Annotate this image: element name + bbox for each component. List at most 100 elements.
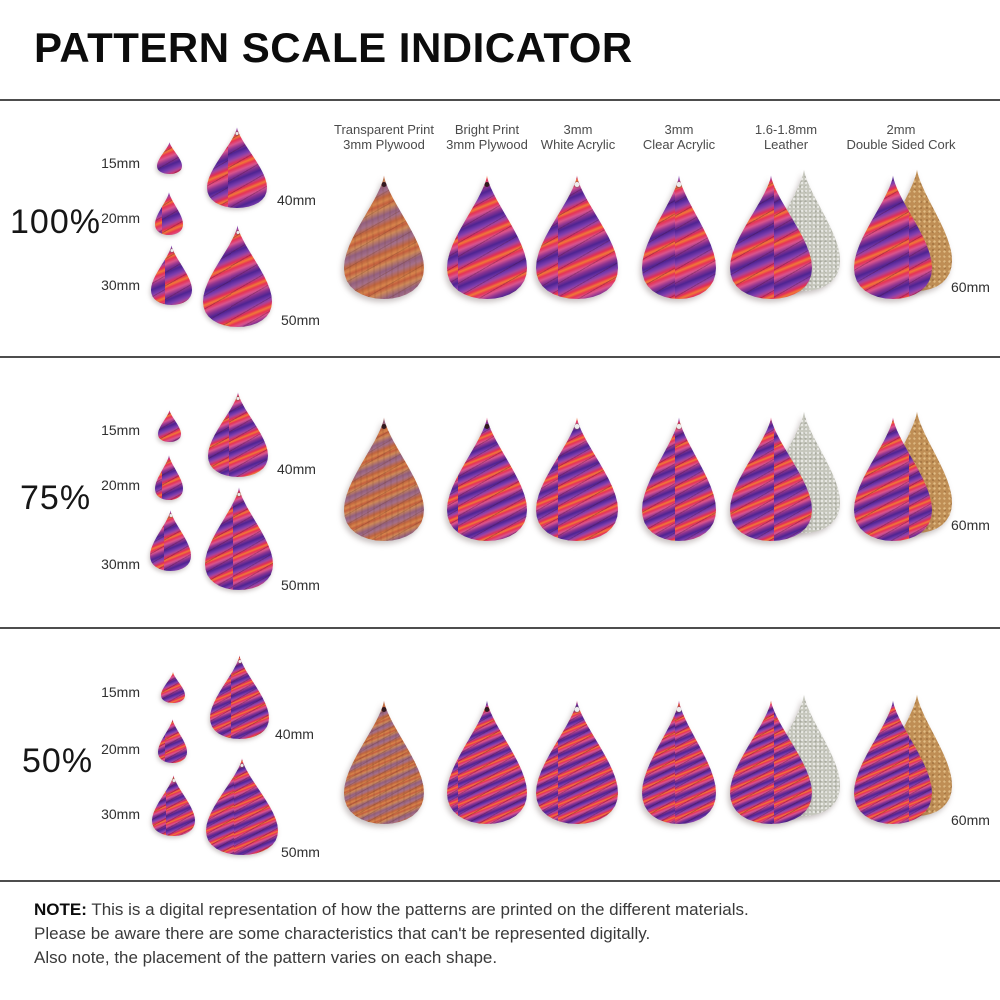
drop-75-double-sided-cork [854, 417, 932, 541]
drop-100-20mm [155, 192, 183, 235]
column-header-line2: Clear Acrylic [642, 137, 716, 152]
divider [0, 880, 1000, 882]
column-header-line2: 3mm Plywood [446, 137, 528, 152]
drop-100-bright-plywood-shape [447, 175, 527, 299]
hang-hole [676, 182, 682, 188]
drop-75-30mm [150, 510, 191, 571]
size-label-50-30mm: 30mm [101, 806, 140, 822]
size-label-75-20mm: 20mm [101, 477, 140, 493]
hang-hole [381, 424, 387, 430]
drop-50-15mm-shape [161, 672, 185, 703]
size-label-50-40mm: 40mm [275, 726, 314, 742]
drop-50-transparent-plywood-shape [344, 700, 424, 824]
drop-50-transparent-plywood [344, 700, 424, 824]
divider [0, 627, 1000, 629]
size-label-75-60mm: 60mm [951, 517, 990, 533]
size-label-100-50mm: 50mm [281, 312, 320, 328]
note-label: NOTE: [34, 900, 87, 919]
note-text-1: This is a digital representation of how … [91, 900, 749, 919]
size-label-75-40mm: 40mm [277, 461, 316, 477]
drop-75-double-sided-cork-shape [854, 417, 932, 541]
drop-50-white-acrylic [536, 700, 618, 824]
drop-50-40mm-shape [210, 655, 269, 739]
drop-50-15mm [161, 672, 185, 703]
note-line-2: Please be aware there are some character… [34, 924, 651, 943]
drop-50-clear-acrylic [642, 700, 716, 824]
hang-hole [574, 424, 580, 430]
size-label-75-50mm: 50mm [281, 577, 320, 593]
drop-50-white-acrylic-shape [536, 700, 618, 824]
hang-hole [574, 182, 580, 188]
hang-hole [381, 707, 387, 713]
column-header-transparent-plywood: Transparent Print 3mm Plywood [304, 122, 464, 152]
drop-75-15mm-shape [158, 410, 181, 442]
hang-hole [484, 182, 490, 188]
drop-75-bright-plywood-shape [447, 417, 527, 541]
drop-100-20mm-shape [155, 192, 183, 235]
size-label-50-50mm: 50mm [281, 844, 320, 860]
hang-hole [235, 131, 239, 135]
drop-75-white-acrylic-shape [536, 417, 618, 541]
scale-label-100: 100% [10, 203, 101, 241]
column-header-line1: Transparent Print [334, 122, 434, 137]
size-label-100-20mm: 20mm [101, 210, 140, 226]
note-line-1: NOTE: This is a digital representation o… [34, 898, 749, 922]
drop-75-40mm [208, 392, 268, 477]
drop-50-leather [730, 700, 812, 824]
scale-label-50: 50% [22, 742, 94, 780]
size-label-75-15mm: 15mm [101, 422, 140, 438]
drop-100-white-acrylic-shape [536, 175, 618, 299]
drop-100-50mm [203, 225, 272, 327]
drop-50-clear-acrylic-shape [642, 700, 716, 824]
drop-75-clear-acrylic-shape [642, 417, 716, 541]
hang-hole [574, 707, 580, 713]
column-header-line2: 3mm Plywood [343, 137, 425, 152]
drop-100-transparent-plywood-shape [344, 175, 424, 299]
note-line-3: Also note, the placement of the pattern … [34, 948, 498, 967]
drop-50-bright-plywood [447, 700, 527, 824]
column-header-line2: Double Sided Cork [846, 137, 956, 152]
hang-hole [381, 182, 387, 188]
size-label-75-30mm: 30mm [101, 556, 140, 572]
drop-75-40mm-shape [208, 392, 268, 477]
drop-75-50mm [205, 487, 273, 590]
drop-100-bright-plywood [447, 175, 527, 299]
column-header-double-sided-cork: 2mm Double Sided Cork [821, 122, 981, 152]
hang-hole [172, 778, 175, 782]
column-header-white-acrylic: 3mm White Acrylic [498, 122, 658, 152]
hang-hole [484, 424, 490, 430]
drop-75-bright-plywood [447, 417, 527, 541]
drop-75-20mm-shape [155, 455, 183, 500]
drop-100-transparent-plywood [344, 175, 424, 299]
hang-hole [484, 707, 490, 713]
column-header-leather: 1.6-1.8mm Leather [706, 122, 866, 152]
drop-100-15mm [157, 142, 182, 174]
drop-100-double-sided-cork [854, 175, 932, 299]
drop-50-20mm [158, 719, 187, 763]
hang-hole [238, 660, 241, 664]
drop-100-double-sided-cork-shape [854, 175, 932, 299]
hang-hole [169, 513, 172, 517]
hang-hole [676, 424, 682, 430]
drop-100-50mm-shape [203, 225, 272, 327]
size-label-100-15mm: 15mm [101, 155, 140, 171]
drop-75-20mm [155, 455, 183, 500]
column-header-line1: Bright Print [454, 122, 520, 137]
size-label-50-15mm: 15mm [101, 684, 140, 700]
drop-50-30mm [152, 775, 195, 836]
drop-100-clear-acrylic-shape [642, 175, 716, 299]
column-header-line2: White Acrylic [540, 137, 616, 152]
drop-75-leather-shape [730, 417, 812, 541]
column-header-bright-plywood: Bright Print 3mm Plywood [407, 122, 567, 152]
drop-100-clear-acrylic [642, 175, 716, 299]
drop-50-double-sided-cork-shape [854, 700, 932, 824]
drop-50-20mm-shape [158, 719, 187, 763]
drop-75-15mm [158, 410, 181, 442]
drop-100-white-acrylic [536, 175, 618, 299]
column-header-line2: Leather [763, 137, 809, 152]
drop-75-white-acrylic [536, 417, 618, 541]
hang-hole [237, 493, 241, 497]
hang-hole [236, 397, 240, 401]
note-block: NOTE: This is a digital representation o… [34, 898, 749, 970]
